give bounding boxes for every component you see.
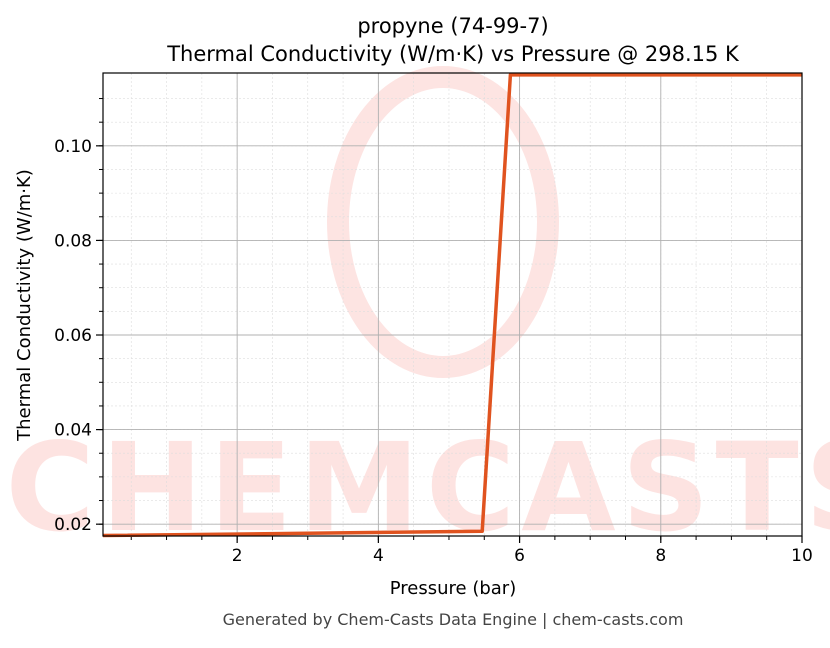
y-tick-label: 0.02: [54, 515, 92, 535]
chart-subtitle: Thermal Conductivity (W/m·K) vs Pressure…: [166, 42, 740, 66]
watermark-text: CHEMCASTS: [5, 417, 830, 559]
y-axis-label: Thermal Conductivity (W/m·K): [14, 169, 35, 442]
x-tick-label: 2: [232, 546, 243, 566]
series-line: [102, 73, 802, 538]
watermark-logo: [327, 66, 559, 378]
y-tick-label: 0.04: [54, 421, 92, 441]
plot-frame: [102, 72, 803, 537]
chemcasts-watermark: CHEMCASTS: [5, 66, 830, 559]
x-tick-label: 8: [655, 546, 666, 566]
footer-credit: Generated by Chem-Casts Data Engine | ch…: [223, 610, 684, 629]
chart-title: propyne (74-99-7): [357, 14, 548, 38]
y-tick-label: 0.10: [54, 137, 92, 157]
x-tick-label: 6: [514, 546, 525, 566]
x-tick-label: 10: [791, 546, 813, 566]
y-tick-label: 0.06: [54, 326, 92, 346]
x-axis-label: Pressure (bar): [390, 578, 516, 599]
x-tick-label: 4: [373, 546, 384, 566]
y-tick-label: 0.08: [54, 231, 92, 251]
